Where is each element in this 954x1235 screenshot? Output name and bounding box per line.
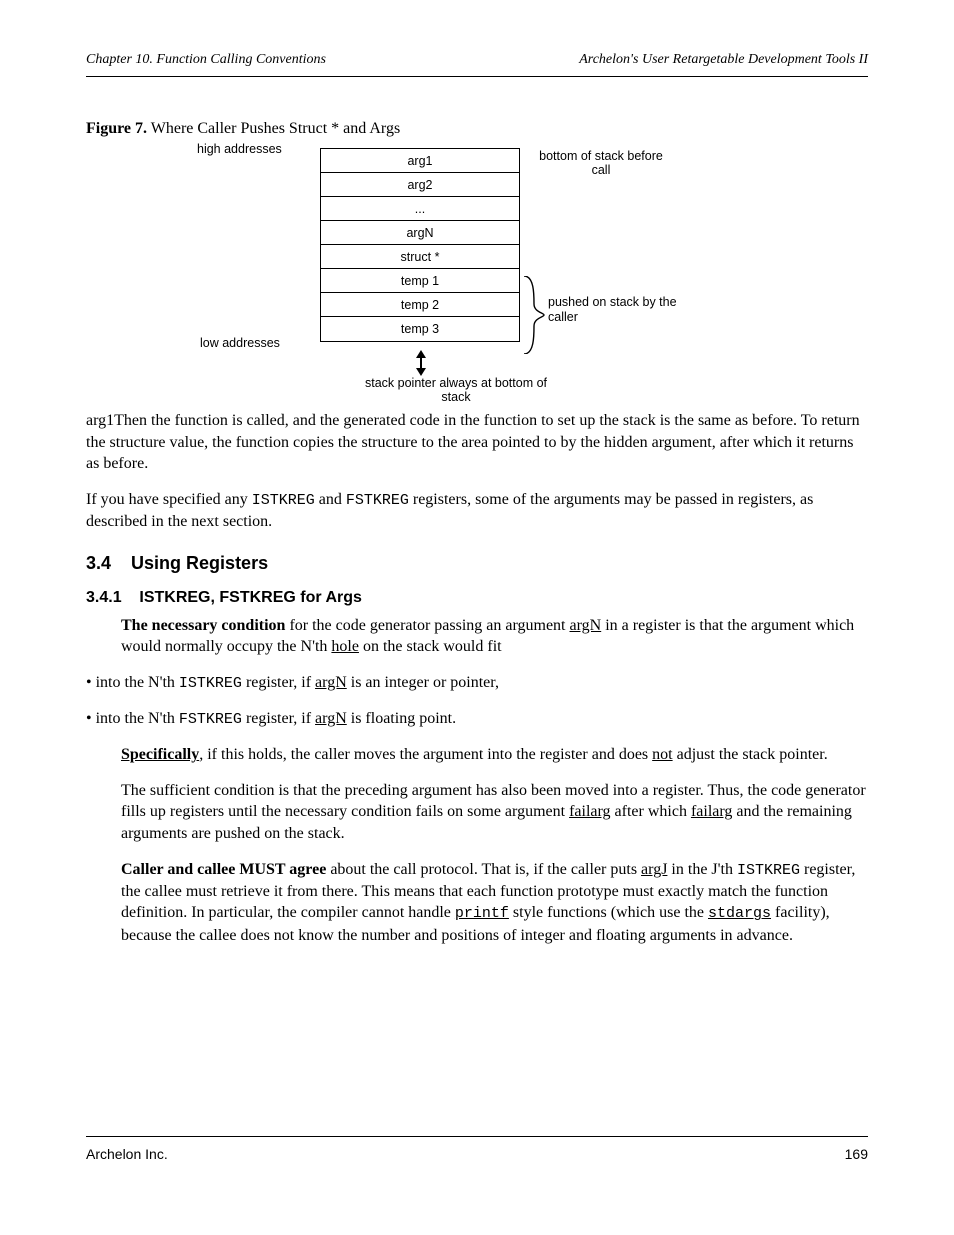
text: after which [611, 803, 691, 820]
paragraph: Caller and callee MUST agree about the c… [121, 859, 868, 947]
code: FSTKREG [346, 492, 409, 509]
lead-phrase: The necessary condition [121, 617, 285, 634]
figure-stack: Figure 7. Where Caller Pushes Struct * a… [86, 120, 868, 410]
footer-page-number: 169 [845, 1146, 868, 1162]
code: ISTKREG [179, 675, 242, 692]
underlined: hole [331, 638, 359, 655]
underlined: failarg [691, 803, 732, 820]
double-arrow-icon [414, 350, 428, 376]
stack-row: ... [321, 197, 519, 221]
underlined: argJ [641, 861, 667, 878]
stack-row: struct * [321, 245, 519, 269]
subsection-title: ISTKREG, FSTKREG for Args [139, 589, 362, 606]
page: Chapter 10. Function Calling Conventions… [0, 0, 954, 1235]
lead-phrase: Caller and callee MUST agree [121, 861, 326, 878]
code-underlined: stdargs [708, 905, 771, 922]
stack-diagram: arg1 arg2 ... argN struct * temp 1 temp … [320, 148, 520, 342]
stack-row: temp 2 [321, 293, 519, 317]
text: adjust the stack pointer. [673, 746, 828, 763]
lead-phrase-underlined: Specifically [121, 746, 199, 763]
code: FSTKREG [179, 711, 242, 728]
bottom-rule [86, 1136, 868, 1137]
stack-row: arg2 [321, 173, 519, 197]
code: ISTKREG [252, 492, 315, 509]
label-high-addresses: high addresses [197, 142, 282, 156]
paragraph: The sufficient condition is that the pre… [121, 780, 868, 845]
text: register, if [242, 710, 315, 727]
text: and [315, 491, 346, 508]
figure-number: Figure 7. [86, 120, 147, 137]
header-chapter: Chapter 10. Function Calling Conventions [86, 52, 326, 68]
underlined: not [652, 746, 672, 763]
code-underlined: printf [455, 905, 509, 922]
paragraph: arg1Then the function is called, and the… [86, 410, 868, 475]
label-low-addresses: low addresses [200, 336, 280, 350]
section-number: 3.4 [86, 553, 111, 573]
bullet: • into the N'th FSTKREG register, if arg… [86, 708, 868, 730]
text: in the J'th [667, 861, 737, 878]
bullet: • into the N'th ISTKREG register, if arg… [86, 672, 868, 694]
text: register, if [242, 674, 315, 691]
figure-title: Where Caller Pushes Struct * and Args [151, 120, 400, 137]
section-heading: 3.4 Using Registers [86, 551, 868, 575]
paragraph: The necessary condition for the code gen… [121, 615, 868, 658]
stack-row: temp 1 [321, 269, 519, 293]
stack-row: argN [321, 221, 519, 245]
code: ISTKREG [737, 862, 800, 879]
stack-row: arg1 [321, 149, 519, 173]
text: for the code generator passing an argume… [285, 617, 569, 634]
text: on the stack would fit [359, 638, 502, 655]
label-pushed-by-caller: pushed on stack by the caller [548, 295, 698, 325]
text: about the call protocol. That is, if the… [326, 861, 641, 878]
paragraph: If you have specified any ISTKREG and FS… [86, 489, 868, 533]
paragraph: Specifically, if this holds, the caller … [121, 744, 868, 766]
underlined: failarg [569, 803, 610, 820]
subsection-number: 3.4.1 [86, 589, 122, 606]
stack-row: temp 3 [321, 317, 519, 341]
underlined: argN [570, 617, 602, 634]
underlined: argN [315, 710, 347, 727]
text: is floating point. [347, 710, 456, 727]
text: If you have specified any [86, 491, 252, 508]
header-product: Archelon's User Retargetable Development… [579, 52, 868, 68]
underlined: argN [315, 674, 347, 691]
text: style functions (which use the [509, 904, 708, 921]
figure-caption: Figure 7. Where Caller Pushes Struct * a… [86, 120, 400, 138]
top-rule [86, 76, 868, 77]
page-body: arg1Then the function is called, and the… [86, 410, 868, 960]
label-bottom-of-stack: bottom of stack before call [536, 150, 666, 178]
text: • into the N'th [86, 674, 179, 691]
label-stack-pointer: stack pointer always at bottom of stack [356, 376, 556, 405]
curly-brace-icon [520, 276, 546, 354]
text: , if this holds, the caller moves the ar… [199, 746, 652, 763]
subsection-heading: 3.4.1 ISTKREG, FSTKREG for Args [86, 587, 868, 609]
section-title: Using Registers [131, 553, 268, 573]
text: is an integer or pointer, [347, 674, 499, 691]
text: • into the N'th [86, 710, 179, 727]
footer-company: Archelon Inc. [86, 1146, 168, 1162]
